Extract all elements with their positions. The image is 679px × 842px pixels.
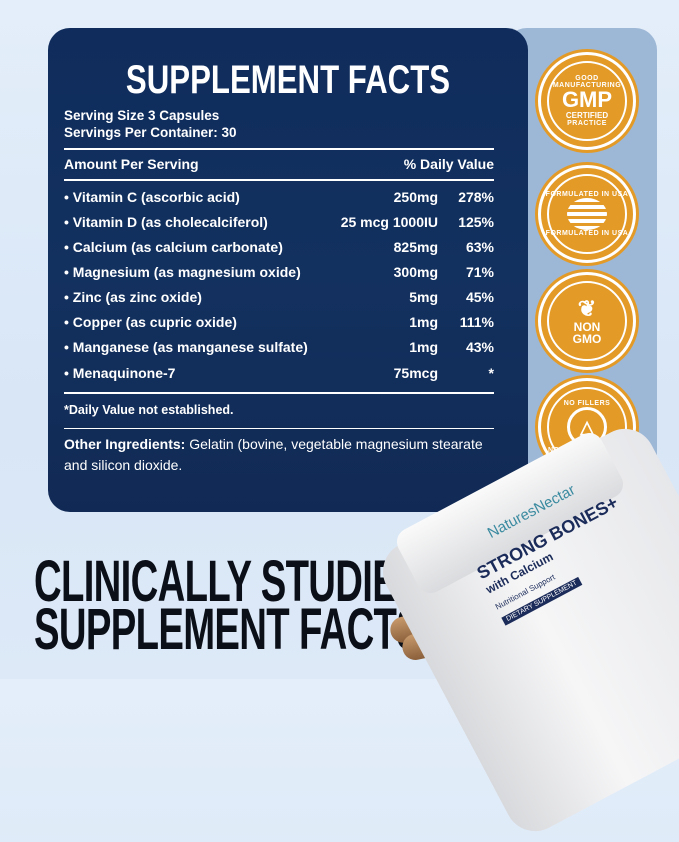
nutrient-amount: 300mg bbox=[393, 264, 438, 280]
nutrient-amount: 75mcg bbox=[393, 365, 438, 381]
badge-leaf: ❦ NON GMO bbox=[538, 272, 636, 370]
nutrient-name: • Magnesium (as magnesium oxide) bbox=[64, 264, 301, 280]
nutrient-amount: 825mg bbox=[393, 239, 438, 255]
nutrient-dv: 71% bbox=[465, 264, 494, 280]
nutrient-name: • Vitamin D (as cholecalciferol) bbox=[64, 214, 268, 230]
facts-title: SUPPLEMENT FACTS bbox=[125, 58, 451, 102]
nutrient-dv: 45% bbox=[465, 289, 494, 305]
nutrient-name: • Manganese (as manganese sulfate) bbox=[64, 339, 308, 355]
nutrient-row: • Zinc (as zinc oxide) 5mg 45% bbox=[64, 289, 494, 305]
footnote: *Daily Value not established. bbox=[64, 403, 234, 417]
badge-usa-flag: FORMULATED IN USA FORMULATED IN USA bbox=[538, 165, 636, 263]
nutrient-dv: 111% bbox=[459, 314, 494, 330]
other-text: Gelatin (bovine, vegetable magnesium ste… bbox=[64, 436, 483, 473]
nutrient-dv: 125% bbox=[458, 214, 494, 230]
nutrient-row: • Manganese (as manganese sulfate) 1mg 43% bbox=[64, 339, 494, 355]
nutrient-amount: 250mg bbox=[393, 189, 438, 205]
nutrient-name: • Copper (as cupric oxide) bbox=[64, 314, 237, 330]
nutrient-row: • Menaquinone-7 75mcg * bbox=[64, 365, 494, 381]
nutrient-name: • Calcium (as calcium carbonate) bbox=[64, 239, 283, 255]
other-label: Other Ingredients: bbox=[64, 436, 186, 452]
nutrient-dv: 278% bbox=[458, 189, 494, 205]
nutrient-row: • Copper (as cupric oxide) 1mg 111% bbox=[64, 314, 494, 330]
badge-gmp: GOOD MANUFACTURING GMP CERTIFIED PRACTICE bbox=[538, 52, 636, 150]
nutrient-dv: * bbox=[488, 365, 494, 381]
headline-line2: SUPPLEMENT FACTS bbox=[34, 597, 422, 662]
nutrient-amount: 1mg bbox=[409, 314, 438, 330]
headline-line1: CLINICALLY STUDIED bbox=[34, 549, 425, 614]
nutrient-dv: 63% bbox=[465, 239, 494, 255]
nutrient-dv: 43% bbox=[465, 339, 494, 355]
facts-header: Amount Per Serving % Daily Value bbox=[64, 156, 494, 172]
header-dv: % Daily Value bbox=[403, 156, 494, 172]
supplement-facts-panel: SUPPLEMENT FACTS Serving Size 3 Capsules… bbox=[48, 28, 528, 512]
serving-size: Serving Size 3 Capsules bbox=[64, 108, 220, 123]
header-amount: Amount Per Serving bbox=[64, 156, 199, 172]
divider bbox=[64, 392, 494, 394]
nutrient-row: • Calcium (as calcium carbonate) 825mg 63% bbox=[64, 239, 494, 255]
nutrient-amount: 1mg bbox=[409, 339, 438, 355]
servings-per-container: Servings Per Container: 30 bbox=[64, 125, 237, 140]
divider bbox=[64, 179, 494, 181]
nutrient-row: • Vitamin D (as cholecalciferol) 25 mcg 1… bbox=[64, 214, 494, 230]
divider bbox=[64, 148, 494, 150]
nutrient-name: • Menaquinone-7 bbox=[64, 365, 176, 381]
nutrient-amount: 5mg bbox=[409, 289, 438, 305]
nutrient-row: • Magnesium (as magnesium oxide) 300mg 71% bbox=[64, 264, 494, 280]
divider bbox=[64, 428, 494, 429]
other-ingredients: Other Ingredients: Gelatin (bovine, vege… bbox=[64, 434, 484, 476]
nutrient-row: • Vitamin C (ascorbic acid) 250mg 278% bbox=[64, 189, 494, 205]
nutrient-name: • Zinc (as zinc oxide) bbox=[64, 289, 202, 305]
nutrient-name: • Vitamin C (ascorbic acid) bbox=[64, 189, 240, 205]
nutrient-amount: 25 mcg 1000IU bbox=[340, 214, 438, 230]
